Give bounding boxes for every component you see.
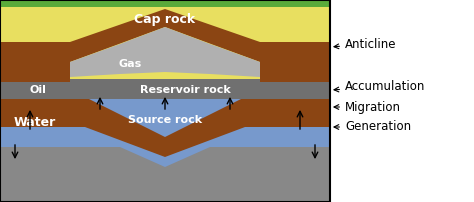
Bar: [0, 87, 330, 202]
Text: Cap rock: Cap rock: [135, 14, 196, 26]
Bar: [0, 0, 330, 202]
Polygon shape: [0, 147, 330, 202]
Text: Anticline: Anticline: [334, 38, 396, 50]
Bar: [0, 0, 330, 7]
Bar: [0, 79, 330, 99]
Polygon shape: [0, 9, 330, 62]
Text: Migration: Migration: [334, 101, 401, 114]
Bar: [0, 0, 330, 202]
Text: Reservoir rock: Reservoir rock: [140, 85, 230, 95]
Text: Gas: Gas: [118, 59, 142, 69]
Polygon shape: [70, 27, 260, 77]
Text: Source rock: Source rock: [128, 115, 202, 125]
Text: Oil: Oil: [29, 85, 46, 95]
Text: Water: Water: [14, 116, 56, 128]
Text: Generation: Generation: [334, 121, 411, 134]
Polygon shape: [260, 62, 330, 82]
Polygon shape: [0, 7, 330, 122]
Polygon shape: [0, 97, 330, 157]
Text: Accumulation: Accumulation: [334, 81, 425, 94]
Polygon shape: [0, 62, 70, 82]
